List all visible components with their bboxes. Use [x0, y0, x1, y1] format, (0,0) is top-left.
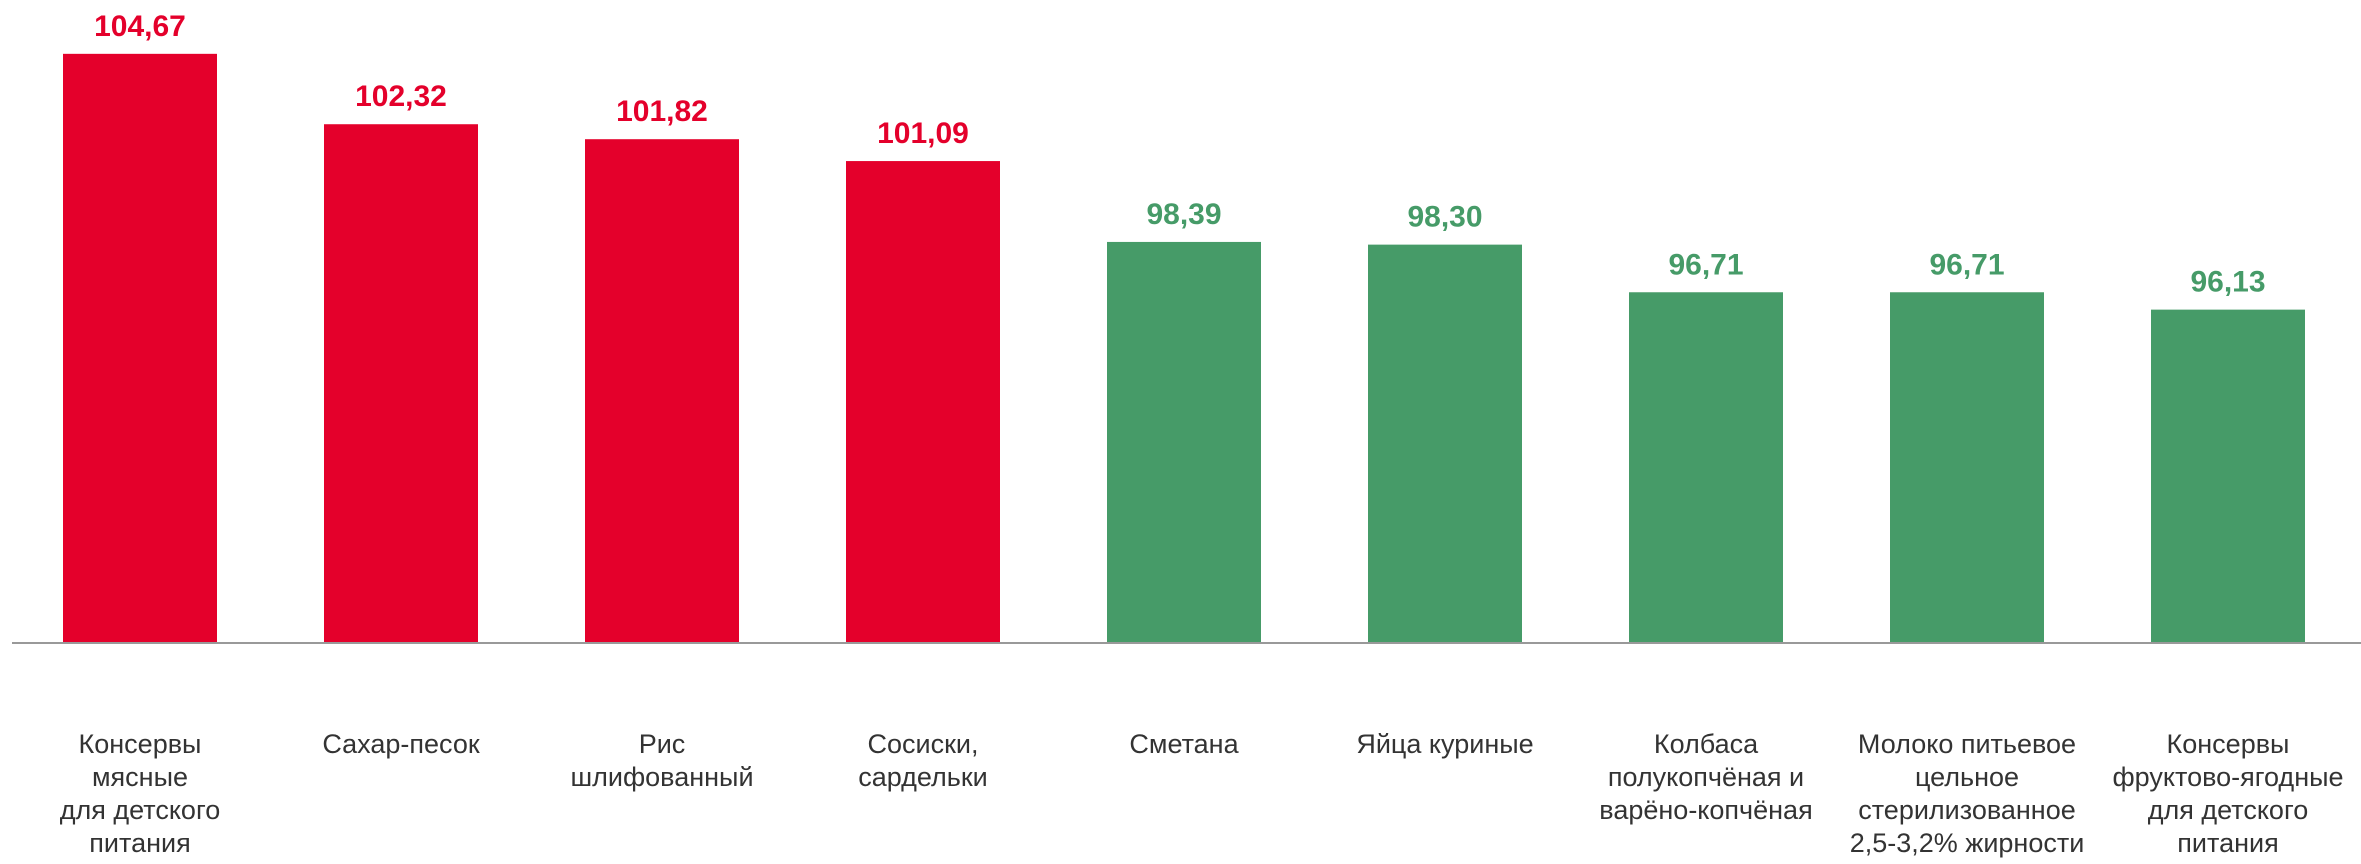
- x-tick-label: Сметана: [1129, 729, 1239, 759]
- bar: [1629, 292, 1783, 643]
- x-tick-label: Молоко питьевое цельное стерилизованное …: [1849, 729, 2085, 858]
- bar: [1890, 292, 2044, 643]
- value-label: 98,30: [1407, 201, 1482, 234]
- value-label: 104,67: [94, 10, 186, 43]
- bar: [585, 139, 739, 643]
- bar: [1368, 244, 1522, 643]
- x-tick-label: Сахар-песок: [322, 729, 480, 759]
- bar: [2151, 309, 2305, 643]
- value-label: 101,09: [877, 117, 969, 150]
- x-tick-label: Сосиски, сардельки: [858, 729, 988, 792]
- value-label: 96,71: [1668, 248, 1743, 281]
- value-label: 96,13: [2190, 266, 2265, 299]
- value-label: 98,39: [1146, 198, 1221, 231]
- x-tick-label: Рис шлифованный: [570, 729, 754, 792]
- bar: [1107, 241, 1261, 643]
- value-label: 96,71: [1929, 248, 2004, 281]
- bar: [63, 53, 217, 643]
- bar: [324, 124, 478, 644]
- bar: [846, 161, 1000, 643]
- x-tick-label: Консервы мясные для детского питания: [59, 729, 221, 858]
- x-tick-label: Колбаса полукопчёная и варёно-копчёная: [1599, 729, 1813, 825]
- x-tick-label: Консервы фруктово-ягодные для детского п…: [2112, 729, 2344, 858]
- value-label: 101,82: [616, 95, 708, 128]
- x-tick-label: Яйца куриные: [1356, 729, 1534, 759]
- value-label: 102,32: [355, 80, 447, 113]
